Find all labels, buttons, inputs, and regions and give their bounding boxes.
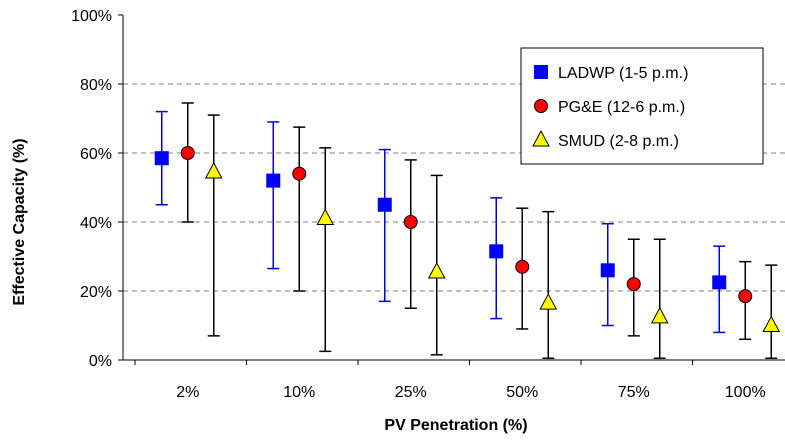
x-tick-label: 2%: [176, 384, 199, 401]
legend: LADWP (1-5 p.m.) PG&E (12-6 p.m.) SMUD (2-…: [520, 47, 764, 165]
x-tick-label: 25%: [395, 384, 427, 401]
data-point-triangle: [650, 306, 669, 324]
x-tick-label: 50%: [506, 384, 538, 401]
x-tick-labels: 2% 10% 25% 50% 75% 100%: [176, 384, 766, 401]
gridlines: [123, 83, 785, 292]
legend-marker-circle: [534, 99, 548, 113]
data-point-circle: [738, 289, 753, 304]
data-point-circle: [403, 215, 418, 229]
data-markers: [154, 146, 781, 332]
legend-box: [520, 47, 764, 165]
legend-label: PG&E (12-6 p.m.): [558, 99, 685, 116]
data-point-square: [266, 173, 281, 188]
data-point-triangle: [316, 208, 335, 226]
legend-label: LADWP (1-5 p.m.): [558, 65, 688, 82]
y-tick-labels: 0% 20% 40% 60% 80% 100%: [71, 8, 112, 370]
data-point-triangle: [762, 315, 781, 332]
x-tick-label: 100%: [725, 384, 766, 401]
data-point-square: [154, 151, 169, 166]
y-tick-label: 80%: [80, 77, 112, 94]
axes: [118, 14, 785, 365]
legend-marker-square: [534, 65, 548, 79]
x-tick-label: 10%: [283, 384, 315, 401]
data-point-square: [377, 197, 392, 212]
data-point-square: [600, 263, 615, 278]
legend-marker-triangle: [532, 129, 550, 147]
y-tick-label: 40%: [80, 215, 112, 232]
y-tick-label: 60%: [80, 146, 112, 163]
y-tick-label: 100%: [71, 8, 112, 25]
legend-label: SMUD (2-8 p.m.): [558, 133, 679, 150]
y-tick-label: 0%: [89, 353, 112, 370]
x-tick-label: 75%: [618, 384, 650, 401]
y-tick-label: 20%: [80, 284, 112, 301]
y-axis-title: Effective Capacity (%): [11, 138, 28, 305]
data-point-square: [712, 275, 727, 290]
data-point-circle: [292, 166, 307, 181]
data-point-triangle: [427, 261, 446, 279]
data-point-square: [489, 244, 504, 259]
x-axis-title: PV Penetration (%): [384, 417, 527, 434]
data-point-circle: [515, 259, 530, 274]
data-point-circle: [180, 146, 195, 160]
data-point-triangle: [204, 161, 223, 179]
data-point-circle: [626, 277, 641, 292]
data-point-triangle: [539, 293, 558, 310]
